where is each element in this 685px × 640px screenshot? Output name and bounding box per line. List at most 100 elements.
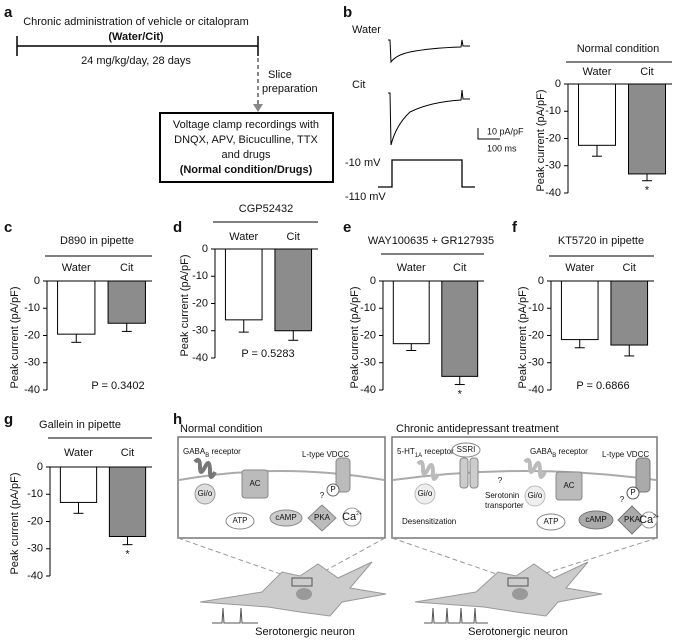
trace-label: Cit: [352, 79, 365, 91]
neuron-label: Serotonergic neuron: [468, 626, 568, 638]
y-tick-label: -30: [545, 160, 561, 172]
label: cAMP: [275, 513, 296, 522]
label: P: [630, 488, 635, 497]
annotation: *: [125, 549, 130, 561]
timeline: [16, 36, 259, 56]
x-tick-label: Cit: [287, 231, 300, 243]
chart-title: WAY100635 + GR127935: [368, 235, 494, 247]
y-axis-label: Peak current (pA/pF): [349, 286, 361, 388]
receptor: [193, 457, 217, 479]
trace: [388, 39, 470, 64]
nucleus: [296, 588, 312, 600]
dose-text: 24 mg/kg/day, 28 days: [81, 55, 191, 67]
x-tick-label: Cit: [120, 262, 133, 274]
annotation: P = 0.5283: [241, 348, 294, 360]
bar: [560, 280, 599, 341]
neuron-label: Serotonergic neuron: [255, 626, 355, 638]
x-tick-label: Cit: [453, 262, 466, 274]
panel-letter: g: [4, 411, 13, 428]
label: GABAB receptor: [183, 447, 241, 458]
y-tick-label: -10: [528, 302, 544, 314]
arrow-head: [253, 104, 263, 112]
slice-text: preparation: [262, 83, 318, 95]
recording-box: [159, 112, 334, 183]
voltage-label: -110 mV: [345, 191, 386, 203]
x-tick-label: Water: [565, 262, 594, 274]
ac: [555, 471, 583, 501]
y-tick-label: -20: [545, 132, 561, 144]
transporter: [469, 457, 479, 489]
panel-letter: a: [4, 4, 13, 21]
bar: [224, 248, 263, 321]
label: L-type VDCC: [602, 450, 649, 459]
label: SSRI: [457, 445, 476, 454]
x-tick-label: Cit: [623, 262, 636, 274]
annotation: *: [458, 388, 463, 400]
chart-title: Gallein in pipette: [39, 419, 121, 431]
annotation: P = 0.6866: [576, 380, 629, 392]
bar: [441, 280, 479, 377]
neuron: [414, 561, 603, 617]
y-tick-label: 0: [370, 275, 376, 287]
label: Desensitization: [402, 517, 456, 526]
box-text: Voltage clamp recordings with: [173, 119, 319, 131]
label: ?: [320, 491, 325, 500]
y-tick-label: 0: [555, 78, 561, 90]
label: AC: [563, 481, 574, 490]
atp: [536, 513, 566, 531]
x-tick-label: Water: [229, 231, 258, 243]
firing-trace: [424, 607, 488, 624]
y-tick-label: -40: [545, 187, 561, 199]
trace-label: Water: [352, 24, 381, 36]
y-tick-label: -10: [192, 270, 208, 282]
x-tick-label: Water: [397, 262, 426, 274]
protocol-text: Chronic administration of vehicle or cit…: [23, 16, 249, 28]
label: PKA: [624, 515, 641, 524]
gio: [414, 483, 436, 505]
label: P: [330, 485, 335, 494]
label: ATP: [544, 517, 559, 526]
scale-label: 100 ms: [487, 143, 517, 153]
bar: [274, 248, 313, 332]
calcium: [342, 507, 362, 527]
label: Ca2+: [342, 511, 362, 523]
y-tick-label: 0: [34, 275, 40, 287]
y-tick-label: -30: [27, 543, 43, 555]
y-tick-label: -20: [24, 329, 40, 341]
scale-bar: [477, 128, 500, 140]
chart-title: Normal condition: [577, 43, 660, 55]
zoom-box: [291, 577, 313, 587]
x-tick-label: Cit: [121, 447, 134, 459]
label: Ca2+: [639, 514, 659, 526]
box-text: and drugs: [222, 149, 271, 161]
label: PKA: [314, 513, 331, 522]
transporter: [459, 457, 469, 489]
box-text: (Normal condition/Drugs): [180, 164, 313, 176]
slice-text: Slice: [268, 69, 292, 81]
y-axis-label: Peak current (pA/pF): [9, 286, 21, 388]
bar: [578, 83, 616, 146]
label: Gi/o: [418, 489, 433, 498]
y-tick-label: -10: [360, 302, 376, 314]
y-tick-label: -40: [360, 384, 376, 396]
y-tick-label: 0: [202, 243, 208, 255]
voltage-step: [378, 159, 475, 188]
camp: [578, 510, 614, 530]
gio: [524, 485, 546, 507]
chart-title: D890 in pipette: [60, 235, 134, 247]
nucleus: [512, 588, 528, 600]
bar: [610, 280, 649, 346]
ssri: [451, 442, 481, 458]
ac: [241, 469, 269, 499]
vdcc: [635, 457, 651, 493]
panel-letter: h: [173, 411, 182, 428]
zoom-lines: [177, 537, 658, 579]
y-tick-label: -30: [24, 357, 40, 369]
neuron: [199, 561, 387, 617]
y-axis-label: Peak current (pA/pF): [179, 254, 191, 356]
x-tick-label: Water: [583, 66, 612, 78]
x-tick-label: Cit: [640, 66, 653, 78]
x-tick-label: Water: [64, 447, 93, 459]
y-axis-label: Peak current (pA/pF): [9, 472, 21, 574]
label: Gi/o: [528, 491, 543, 500]
